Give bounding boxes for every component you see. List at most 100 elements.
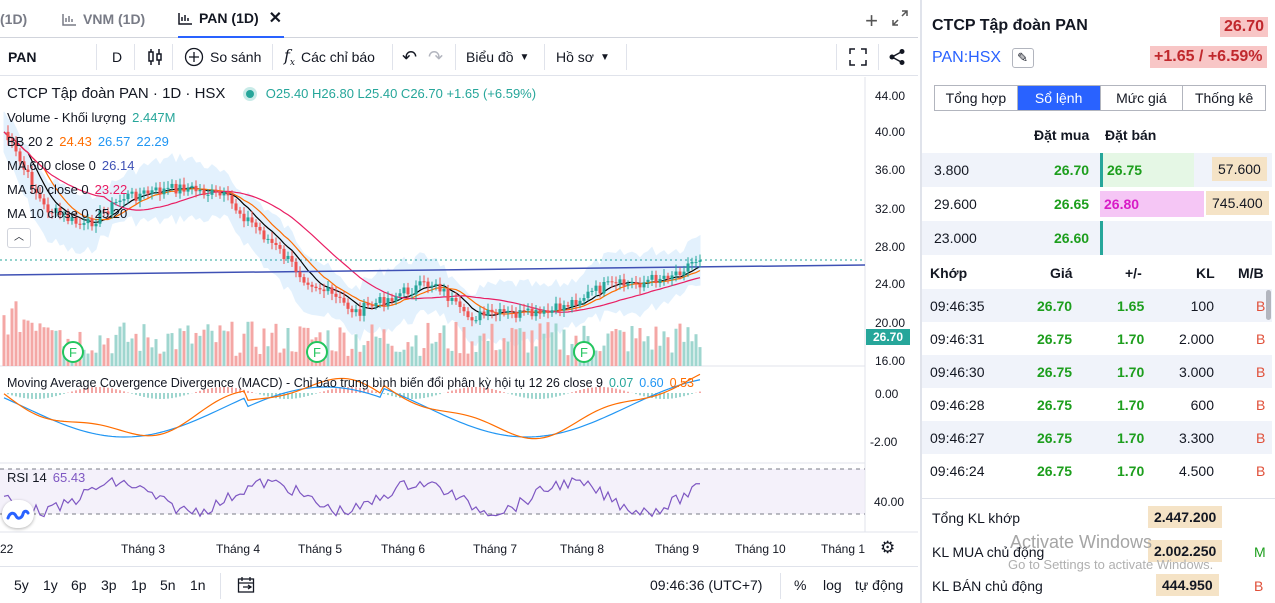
range-1p[interactable]: 1p: [131, 577, 147, 593]
candle-body: [514, 311, 518, 318]
chart-type-dropdown[interactable]: Biểu đồ ▼: [466, 38, 529, 76]
volume-bar: [130, 338, 134, 366]
rsi-value: 65.43: [52, 470, 86, 485]
symbol-search[interactable]: PAN: [8, 49, 37, 65]
fullscreen-icon[interactable]: [849, 48, 867, 66]
candle-style-button[interactable]: [147, 38, 163, 76]
range-1n[interactable]: 1n: [190, 577, 206, 593]
edit-icon[interactable]: ✎: [1011, 48, 1034, 68]
tab-tong-hop[interactable]: Tổng hợp: [935, 86, 1018, 110]
trade-row: 09:46:31 26.75 1.70 2.000 B: [922, 322, 1272, 355]
macd-label: Moving Average Covergence Divergence (MA…: [7, 376, 603, 390]
ask-bar: [1100, 221, 1103, 255]
date-range-icon[interactable]: [237, 576, 255, 594]
price-tick: 40.00: [875, 125, 906, 139]
candle-body: [230, 195, 234, 204]
tab-so-lenh[interactable]: Sổ lệnh: [1017, 86, 1101, 110]
clock-time[interactable]: 09:46:36 (UTC+7): [650, 577, 763, 593]
add-tab-icon[interactable]: +: [865, 8, 878, 33]
bid-quantity: 29.600: [934, 196, 977, 212]
time-tick: Tháng 4: [216, 542, 261, 556]
scrollbar[interactable]: [1266, 290, 1271, 320]
tab-previous[interactable]: (1D): [0, 0, 27, 38]
compare-button[interactable]: So sánh: [184, 38, 261, 76]
range-6p[interactable]: 6p: [71, 577, 87, 593]
macd-histogram-bar: [155, 393, 157, 399]
company-name: CTCP Tập đoàn PAN: [932, 17, 1088, 34]
candle-body: [110, 202, 114, 215]
ma10-legend[interactable]: MA 10 close 0 25.20: [7, 206, 127, 221]
volume-bar: [466, 353, 470, 366]
chart-area[interactable]: F F F CTCP Tập đoàn PAN · 1D · HSX O25.40 …: [0, 77, 918, 557]
redo-icon[interactable]: ↷: [428, 46, 444, 67]
time-tick: Tháng 7: [473, 542, 518, 556]
log-toggle[interactable]: log: [823, 577, 842, 593]
tab-pan[interactable]: PAN (1D) ✕: [178, 0, 285, 38]
symbol-link[interactable]: PAN:HSX ✎: [932, 48, 1034, 68]
volume-bar: [134, 333, 138, 366]
undo-icon[interactable]: ↶: [402, 46, 418, 67]
volume-bar: [678, 323, 682, 366]
profile-dropdown[interactable]: Hồ sơ ▼: [556, 38, 610, 76]
range-5n[interactable]: 5n: [160, 577, 176, 593]
macd-histogram-bar: [159, 393, 161, 399]
macd-value-3: 0.53: [669, 376, 694, 390]
range-1y[interactable]: 1y: [43, 577, 58, 593]
macd-histogram-bar: [419, 393, 421, 399]
volume-bar: [274, 323, 278, 366]
tab-muc-gia[interactable]: Mức giá: [1101, 86, 1184, 110]
close-icon[interactable]: ✕: [268, 10, 283, 27]
event-marker-circle: [573, 341, 595, 363]
candle-body: [66, 213, 70, 222]
interval-button[interactable]: D: [112, 49, 123, 65]
ma50-legend[interactable]: MA 50 close 0 23.22: [7, 182, 127, 197]
macd-legend[interactable]: Moving Average Covergence Divergence (MA…: [7, 376, 694, 390]
summary-row: Tổng KL khớp 2.447.200: [922, 501, 1275, 535]
volume-bar: [118, 326, 122, 366]
tab-thong-ke[interactable]: Thống kê: [1194, 90, 1254, 106]
share-icon[interactable]: [888, 48, 906, 66]
indicators-label: Các chỉ báo: [301, 49, 375, 65]
tab-vnm[interactable]: VNM (1D): [62, 0, 145, 38]
macd-histogram-bar: [339, 387, 341, 393]
percent-toggle[interactable]: %: [794, 577, 807, 593]
gear-icon[interactable]: ⚙: [880, 538, 896, 557]
bb-legend[interactable]: BB 20 2 24.43 26.57 22.29: [7, 134, 169, 149]
macd-histogram-bar: [175, 393, 177, 398]
candle-body: [570, 299, 574, 307]
candle-body: [290, 255, 294, 262]
trade-side: B: [1256, 364, 1266, 380]
range-5y[interactable]: 5y: [14, 577, 29, 593]
candle-body: [234, 203, 238, 211]
volume-legend[interactable]: Volume - Khối lượng 2.447M: [7, 110, 176, 125]
range-3p[interactable]: 3p: [101, 577, 117, 593]
volume-bar: [522, 331, 526, 366]
volume-bar: [86, 353, 90, 366]
candle-body: [98, 210, 102, 224]
candle-body: [198, 189, 202, 192]
macd-histogram-bar: [291, 393, 293, 399]
rsi-legend[interactable]: RSI 14 65.43: [7, 470, 85, 485]
macd-histogram-bar: [259, 393, 261, 395]
price-tick: 44.00: [875, 89, 906, 103]
expand-icon[interactable]: [892, 10, 908, 26]
candle-body: [90, 218, 94, 227]
auto-toggle[interactable]: tự động: [855, 577, 904, 593]
candle-body: [686, 263, 690, 272]
candle-body: [50, 212, 54, 214]
indicators-button[interactable]: fx Các chỉ báo: [284, 38, 375, 76]
orderbook-row: 29.600 26.65 26.80 745.400: [922, 187, 1272, 221]
candle-body: [518, 310, 522, 318]
divider: [626, 44, 627, 70]
macd-histogram-bar: [539, 393, 541, 399]
ma600-legend[interactable]: MA 600 close 0 26.14: [7, 158, 134, 173]
macd-histogram-bar: [23, 393, 25, 399]
tradingview-logo-icon[interactable]: [2, 500, 34, 528]
summary-label: KL MUA chủ động: [932, 544, 1045, 560]
collapse-legend-button[interactable]: ︿: [7, 228, 31, 248]
macd-histogram-bar: [99, 387, 101, 393]
divider: [96, 44, 97, 70]
trade-volume: 2.000: [1178, 331, 1214, 347]
macd-histogram-bar: [623, 390, 625, 393]
